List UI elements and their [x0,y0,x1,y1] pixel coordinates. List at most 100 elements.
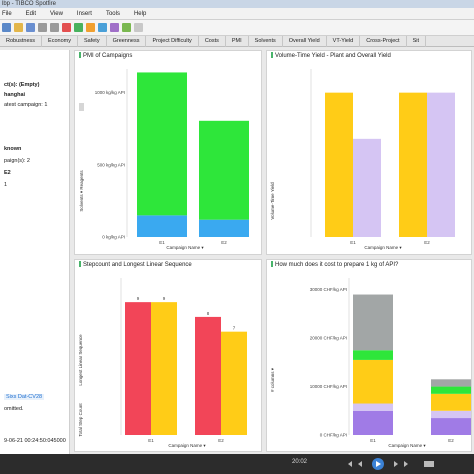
yield-chart-panel: Volume-Time Yield - Plant and Overall Yi… [266,50,472,255]
tab-overall-yield[interactable]: Overall Yield [283,35,327,47]
pie-icon[interactable] [122,23,131,32]
sidebar-campaign-count: paign(s): 2 [4,158,30,164]
pmi-y-axis-title: Solvents ▾ Reagents [79,170,84,212]
tab-project-difficulty[interactable]: Project Difficulty [146,35,199,47]
cost-bar-E2-gray [431,379,471,387]
steps-bar-E1-0 [125,302,151,435]
filter-icon[interactable] [86,23,95,32]
menu-help[interactable]: Help [133,10,147,17]
forward-icon[interactable] [394,461,398,467]
page-tabs: Robustness Economy Safety Greenness Proj… [0,35,474,47]
steps-x-tick-label: E1 [148,438,154,443]
rewind-icon[interactable] [358,461,362,467]
yield-bar-E2-1 [427,92,455,237]
window-title: lbp - TIBCO Spotfire [0,0,474,8]
steps-x-tick-label: E2 [218,438,224,443]
table-icon[interactable] [74,23,83,32]
panel-scroll-handle[interactable] [79,103,84,111]
steps-y-axis-title-2: Total Step Count [78,403,83,437]
chart-icon[interactable] [62,23,71,32]
yield-bar-E1-0 [325,92,353,237]
cost-bar-E1-purple [353,410,393,435]
next-icon[interactable] [404,461,408,467]
settings-icon[interactable] [134,23,143,32]
cost-y-tick-label: 10000 CHF/kg API [310,384,347,389]
steps-data-label: 9 [137,296,140,301]
yield-x-axis-title[interactable]: Campaign Name ▾ [364,245,402,250]
pmi-y-tick-label: 1000 kg/kg API [95,90,125,95]
cost-bar-E1-green [353,350,393,360]
tab-costs[interactable]: Costs [199,35,226,47]
cost-bar-E2-lavender [431,410,471,419]
map-icon[interactable] [98,23,107,32]
tab-pmi[interactable]: PMI [226,35,249,47]
cost-y-tick-label: 30000 CHF/kg API [310,287,347,292]
menu-edit[interactable]: Edit [25,10,37,17]
cost-bar-E1-lavender [353,403,393,411]
yield-x-tick-label: E2 [424,240,430,245]
menu-view[interactable]: View [50,10,63,17]
cost-y-tick-label: 20000 CHF/kg API [310,336,347,341]
cost-bar-E2-purple [431,418,471,435]
cost-chart-title: How much does it cost to prepare 1 kg of… [271,261,398,268]
pmi-chart-panel: PMI of Campaigns Solvents ▾ Reagents E1 E… [74,50,262,255]
prev-icon[interactable] [348,461,352,467]
new-icon[interactable] [2,23,11,32]
yield-x-tick-label: E1 [350,240,356,245]
tab-vt-yield[interactable]: VT-Yield [327,35,361,47]
menu-bar: File Edit View Insert Tools Help [0,8,474,20]
save-icon[interactable] [26,23,35,32]
sidebar-timestamp: 9-06-21 00:24:50:045000 [4,438,66,444]
cost-bar-E1-yellow [353,359,393,404]
tab-robustness[interactable]: Robustness [0,35,43,47]
cost-chart-panel: How much does it cost to prepare 1 kg of… [266,259,472,452]
pmi-x-axis-title[interactable]: Campaign Name ▾ [166,245,204,250]
yield-chart-svg: Volume-Time Yield E1 E2 Campaign Name ▾ [270,69,455,250]
pmi-x-tick-label: E1 [159,240,165,245]
pmi-y-tick-label: 500 kg/kg API [97,162,125,167]
details-sidebar: ct(s): (Empty) hanghai atest campaign: 1… [0,50,70,454]
status-time: 20:02 [292,459,308,465]
sidebar-one-line: 1 [4,182,8,188]
cost-x-tick-label: E1 [370,438,376,443]
steps-chart-panel: Stepcount and Longest Linear Sequence Lo… [74,259,262,452]
yield-chart-title: Volume-Time Yield - Plant and Overall Yi… [271,52,391,59]
tab-economy[interactable]: Economy [42,35,78,47]
menu-insert[interactable]: Insert [76,10,92,17]
steps-chart-svg: Longest Linear Sequence Total Step Count… [78,278,247,448]
open-icon[interactable] [14,23,23,32]
pmi-bar-E1-reagents [137,215,187,237]
cost-x-tick-label: E2 [448,438,454,443]
tab-greenness[interactable]: Greenness [107,35,147,47]
undo-icon[interactable] [38,23,47,32]
cost-bar-E2-yellow [431,393,471,411]
cost-bar-E2-green [431,386,471,394]
yield-bar-E2-0 [399,92,427,237]
pmi-bar-E2-reagents [199,219,249,237]
tab-solvents[interactable]: Solvents [249,35,283,47]
scatter-icon[interactable] [110,23,119,32]
menu-tools[interactable]: Tools [105,10,120,17]
play-icon [376,461,381,467]
cost-y-axis-title[interactable]: # columns ▾ [270,367,275,392]
steps-data-label: 8 [207,311,210,316]
steps-bar-E2-1 [221,331,247,435]
sidebar-unknown-line: known [4,146,22,152]
menu-file[interactable]: File [2,10,12,17]
steps-bar-E1-1 [151,302,177,435]
pmi-bar-E2-solvents [199,120,249,220]
tab-safety[interactable]: Safety [78,35,107,47]
video-control-bar: 20:02 [0,454,474,474]
tab-cross-project[interactable]: Cross-Project [360,35,407,47]
steps-x-axis-title[interactable]: Campaign Name ▾ [168,443,206,448]
sidebar-data-link[interactable]: Sixs Dat-CV28 [4,394,45,400]
sidebar-project-line: ct(s): (Empty) [4,82,40,88]
cost-x-axis-title[interactable]: Campaign Name ▾ [388,443,426,448]
pmi-y-tick-label: 0 kg/kg API [102,235,125,240]
cost-bar-E1-gray [353,294,393,351]
steps-bar-E2-0 [195,316,221,435]
tab-sit[interactable]: Sit [407,35,426,47]
redo-icon[interactable] [50,23,59,32]
volume-icon[interactable] [424,461,434,467]
steps-y-axis-title: Longest Linear Sequence [78,334,83,386]
